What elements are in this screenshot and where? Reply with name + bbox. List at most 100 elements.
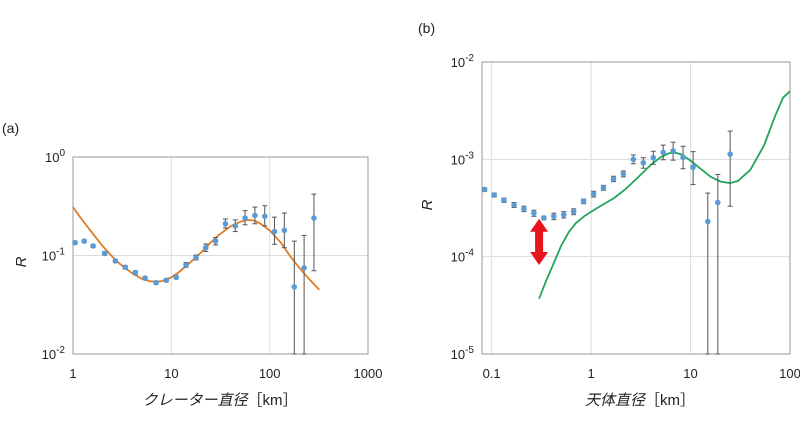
- chart-a-x-tick-label: 100: [259, 366, 281, 381]
- chart-b-data-point: [690, 164, 696, 171]
- chart-a-data-point: [232, 223, 239, 229]
- chart-a-y-axis-label: R: [13, 256, 30, 267]
- chart-a-data-point: [193, 254, 199, 261]
- chart-a-data-point: [81, 238, 88, 244]
- y-tick-base: 10: [451, 347, 465, 362]
- chart-b-data-point: [620, 171, 627, 177]
- chart-b-y-tick-label: 10-5: [451, 345, 475, 362]
- chart-b-data-point: [660, 149, 667, 156]
- y-tick-exponent: -1: [56, 247, 65, 258]
- chart-a-data-point: [153, 279, 159, 286]
- chart-b-data-point: [704, 218, 711, 225]
- chart-a-data-point: [281, 227, 288, 234]
- chart-b-y-tick-label: 10-4: [451, 248, 475, 265]
- y-tick-exponent: -5: [465, 345, 474, 356]
- chart-a-data-point: [202, 244, 209, 251]
- chart-a-y-tick-label: 10-1: [42, 247, 66, 264]
- chart-b-data-point: [670, 148, 676, 154]
- y-tick-exponent: -2: [465, 53, 474, 64]
- chart-b-x-axis-label-main: 天体直径: [585, 392, 647, 409]
- y-tick-exponent: 0: [59, 148, 65, 159]
- chart-a-data-point: [90, 243, 96, 249]
- chart-b-data-point: [580, 198, 587, 205]
- chart-a-data-point: [271, 228, 278, 235]
- chart-a-data-point: [301, 265, 307, 271]
- chart-b: (b) 0.1 1 10 100 10-210-310-410-5 R 天体直径［km…: [418, 20, 800, 409]
- y-tick-base: 10: [451, 152, 465, 167]
- red-double-arrow: [530, 218, 549, 266]
- chart-a-data-point: [212, 238, 219, 244]
- chart-a-data-points: [72, 193, 317, 355]
- y-tick-base: 10: [45, 150, 59, 165]
- chart-b-data-point: [521, 206, 527, 212]
- chart-b-y-tick-label: 10-2: [451, 53, 475, 70]
- chart-a-x-tick-label: 1: [69, 366, 76, 381]
- chart-b-data-point: [481, 186, 488, 193]
- chart-b-model-curve: [538, 90, 791, 300]
- chart-b-y-axis-label: R: [419, 199, 436, 210]
- chart-b-data-point: [680, 154, 686, 161]
- chart-a-curve-line: [72, 206, 320, 291]
- chart-a-data-point: [101, 250, 108, 257]
- chart-a-data-point: [183, 262, 189, 268]
- chart-b-data-point: [590, 191, 597, 197]
- chart-b-data-point: [501, 197, 507, 204]
- chart-b-x-tick-label: 10: [683, 366, 697, 381]
- chart-b-data-point: [600, 184, 607, 191]
- chart-b-data-point: [551, 213, 557, 220]
- chart-a-x-tick-label: 1000: [354, 366, 383, 381]
- chart-b-data-points: [481, 130, 733, 355]
- y-tick-exponent: -3: [465, 150, 474, 161]
- chart-a-x-tick-label: 10: [164, 366, 178, 381]
- chart-b-data-point: [560, 211, 567, 218]
- chart-a-data-point: [291, 284, 298, 290]
- chart-a-data-point: [252, 212, 258, 219]
- chart-a-x-axis-label: クレーター直径［km］: [142, 392, 297, 409]
- chart-a-data-point: [112, 258, 119, 264]
- chart-a-plot-area: [72, 156, 369, 355]
- y-tick-base: 10: [451, 55, 465, 70]
- chart-b-x-axis-label: 天体直径［km］: [585, 392, 695, 409]
- chart-b-x-axis-label-unit: ［km］: [645, 392, 695, 409]
- y-tick-base: 10: [42, 347, 56, 362]
- chart-a-data-point: [122, 264, 129, 271]
- chart-a-x-ticks: 1 10 100 1000: [69, 366, 382, 381]
- chart-a-data-point: [311, 215, 317, 221]
- chart-b-data-point: [630, 156, 637, 163]
- chart-b-data-point: [715, 199, 721, 206]
- chart-b-data-point: [531, 210, 537, 216]
- chart-a-x-axis-label-main: クレーター直径: [142, 392, 249, 409]
- red-double-arrow-shape: [530, 218, 549, 266]
- chart-b-data-point: [491, 192, 497, 198]
- chart-a-y-tick-label: 100: [45, 148, 65, 165]
- chart-a-gridlines: [72, 156, 369, 355]
- chart-a-data-point: [132, 269, 139, 276]
- chart-a-data-point: [242, 215, 248, 221]
- chart-b-x-tick-label: 100: [779, 366, 800, 381]
- y-tick-exponent: -4: [465, 248, 474, 259]
- chart-b-data-point: [727, 151, 733, 157]
- chart-b-data-point: [650, 154, 657, 161]
- panel-a-label: (a): [2, 120, 19, 136]
- y-tick-exponent: -2: [56, 345, 65, 356]
- chart-a-model-curve: [72, 206, 320, 291]
- chart-a-data-point: [173, 274, 179, 281]
- chart-b-y-ticks: 10-210-310-410-5: [451, 53, 475, 362]
- chart-b-plot-area: [481, 61, 791, 355]
- chart-b-data-point: [610, 176, 617, 182]
- chart-a-y-tick-label: 10-2: [42, 345, 66, 362]
- y-tick-base: 10: [42, 249, 56, 264]
- chart-a-x-axis-label-unit: ［km］: [248, 392, 298, 409]
- chart-b-data-point: [511, 202, 517, 208]
- chart-a-data-point: [163, 277, 170, 284]
- chart-b-gridlines: [482, 61, 791, 355]
- chart-a-data-point: [261, 213, 268, 220]
- chart-b-y-tick-label: 10-3: [451, 150, 475, 167]
- chart-b-data-point: [570, 208, 577, 215]
- panel-b-label: (b): [418, 20, 435, 36]
- chart-b-x-ticks: 0.1 1 10 100: [483, 366, 800, 381]
- chart-a-data-point: [222, 220, 229, 227]
